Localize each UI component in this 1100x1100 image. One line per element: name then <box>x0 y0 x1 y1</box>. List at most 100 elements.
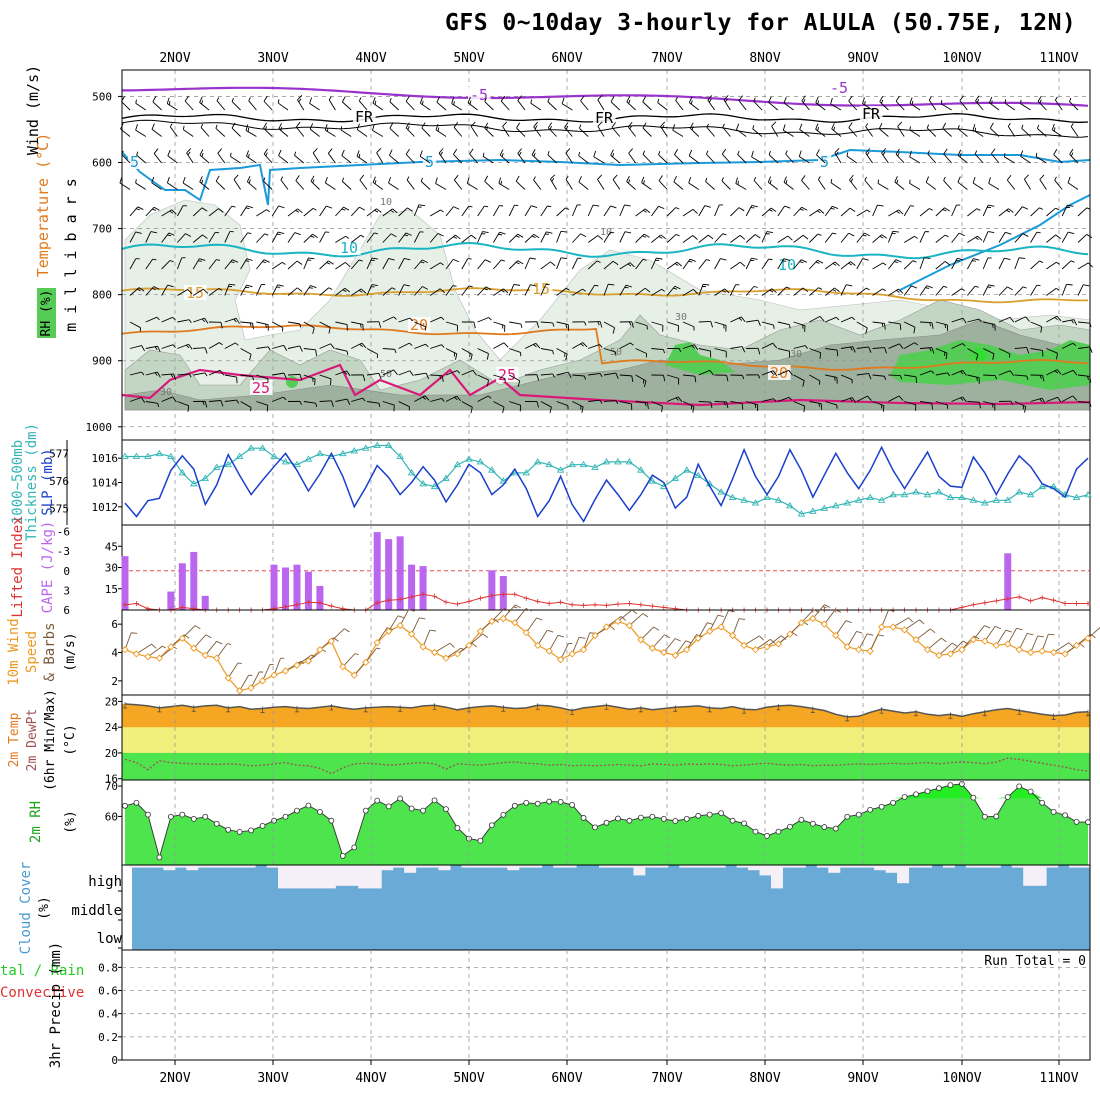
wind-barb-flag <box>817 100 820 105</box>
wind-barb-flag <box>340 126 343 131</box>
wind-barb-flag <box>312 233 318 238</box>
wind-barb-flag <box>688 260 693 263</box>
wind-barb <box>830 182 842 190</box>
x-tick-label-bottom: 5NOV <box>453 1071 484 1086</box>
wind-barb-flag <box>642 122 647 129</box>
wind-barb-flag <box>229 283 236 286</box>
wind-barb <box>524 342 537 349</box>
wind-barb <box>303 374 316 380</box>
wind-barb-flag <box>456 370 461 374</box>
wind-barb <box>606 616 622 628</box>
wind-barb <box>147 645 163 658</box>
cloud-gap-bar <box>472 865 485 868</box>
wind-barb <box>919 231 926 243</box>
thickness-marker <box>648 477 657 484</box>
wind-barb-flag <box>499 149 504 156</box>
wind-barb <box>619 204 625 217</box>
wind-barb-flag <box>710 402 713 409</box>
wind-speed-marker <box>327 637 335 645</box>
wind-barb-flag <box>599 321 603 328</box>
wind-barb-flag <box>1053 148 1058 155</box>
wind-barb-flag <box>172 344 176 348</box>
wind-barb <box>517 153 526 164</box>
wind-barb <box>303 208 314 217</box>
wind-barb <box>540 348 553 351</box>
wind-barb <box>484 127 494 137</box>
wind-barb-flag <box>406 176 410 181</box>
wind-barb <box>167 182 178 190</box>
rh2m-marker <box>672 818 679 824</box>
wind-barb <box>825 401 837 406</box>
thickness-marker <box>224 460 232 468</box>
wind-barb <box>1030 635 1039 653</box>
wind-barb <box>983 401 995 405</box>
wind-barb-flag <box>185 344 190 349</box>
li-marker <box>959 604 965 610</box>
wind-barb-flag <box>834 376 836 381</box>
wind-barb-flag <box>536 617 543 621</box>
wind-barb-flag <box>597 235 603 240</box>
wind-barb-flag <box>884 347 887 354</box>
wind-barb-flag <box>930 628 936 634</box>
rh2m-marker <box>374 797 381 804</box>
wind-barb <box>1054 99 1063 111</box>
wind-barb <box>761 231 768 243</box>
wind-barb <box>909 102 921 111</box>
wind-barb <box>540 321 553 324</box>
wind-barb <box>967 258 974 270</box>
wind-barb-flag <box>864 176 867 181</box>
wind-barb-flag <box>135 99 137 104</box>
wind-barb-flag <box>153 206 160 211</box>
wind-barb <box>706 153 715 164</box>
wind-barb-flag <box>499 231 506 235</box>
wind-speed-marker <box>728 631 737 640</box>
wind-barb <box>793 259 802 270</box>
wind-speed-marker <box>339 663 347 671</box>
wind-barb-flag <box>771 288 777 294</box>
wind-barb-flag <box>657 98 660 103</box>
wind-barb <box>509 401 521 406</box>
wind-barb-flag <box>786 286 791 289</box>
wind-barb-flag <box>835 316 840 321</box>
wind-barb-flag <box>878 122 883 129</box>
wind-barb <box>881 152 889 164</box>
wind-barb-flag <box>771 121 777 127</box>
wind-barb <box>350 234 362 243</box>
wind-barb-flag <box>909 150 912 158</box>
wind-barb-flag <box>502 121 508 127</box>
wind-barb <box>793 287 804 296</box>
wind-barb <box>990 127 1000 137</box>
wind-barb-flag <box>199 176 203 183</box>
dew-series <box>124 757 1089 775</box>
wind-barb <box>515 181 526 190</box>
wind-barb-flag <box>579 636 586 639</box>
rh2m-marker <box>477 837 484 844</box>
wind-barb <box>1014 257 1020 270</box>
y-tick-label: 500 <box>92 90 112 103</box>
isotherm-label: -5 <box>830 79 848 97</box>
wind-barb-flag <box>867 633 874 636</box>
temp-minmax-bar <box>432 703 437 710</box>
wind-barb-flag <box>597 174 603 180</box>
wind-barb <box>287 208 298 217</box>
wind-barb-flag <box>580 233 587 238</box>
wind-barb <box>421 127 431 137</box>
wind-barb <box>514 608 527 624</box>
wind-barb <box>240 284 247 296</box>
wind-barb-flag <box>628 321 632 326</box>
wind-barb <box>635 401 648 404</box>
cloud-level-label: low <box>97 931 123 947</box>
wind-barb-flag <box>341 177 345 182</box>
wind-barb-flag <box>943 176 946 181</box>
wind-barb <box>858 633 868 650</box>
wind-barb-flag <box>661 406 663 413</box>
li-marker <box>500 591 506 597</box>
wind-barb <box>310 180 320 190</box>
wind-barb-flag <box>436 96 441 103</box>
wind-barb <box>809 401 822 404</box>
wind-barb <box>547 127 557 137</box>
wind-barb-flag <box>1037 124 1040 129</box>
rh2m-marker <box>1073 818 1080 825</box>
wind-barb <box>382 208 393 217</box>
